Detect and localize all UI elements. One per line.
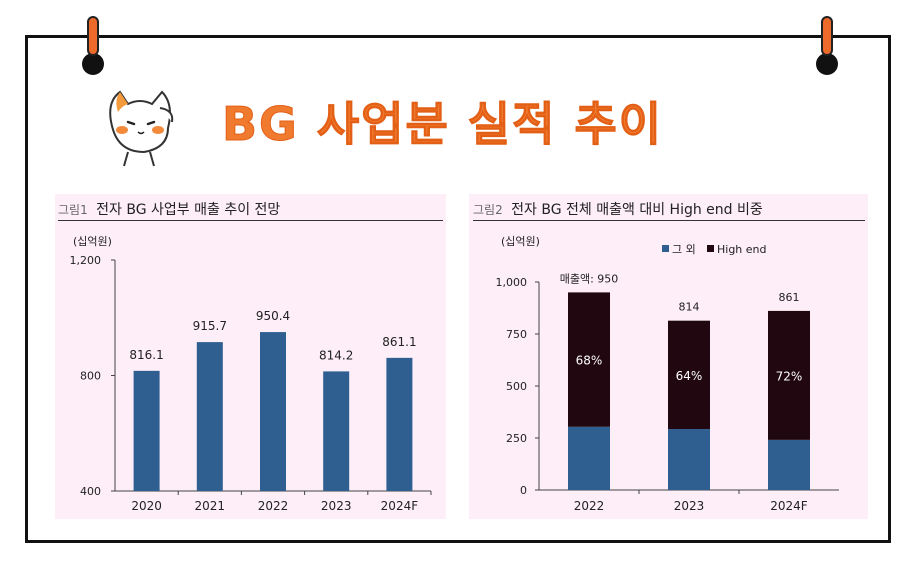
figure1-heading: 그림1 전자 BG 사업부 매출 추이 전망	[58, 199, 280, 219]
x-tick-label: 2024F	[770, 499, 808, 513]
figure2-title: 전자 BG 전체 매출액 대비 High end 비중	[511, 202, 763, 218]
figure1-rule	[58, 220, 443, 221]
legend-swatch	[707, 245, 714, 252]
y-tick-label: 750	[506, 328, 527, 341]
figure2-rule	[473, 220, 865, 221]
data-label: 814.2	[319, 348, 353, 362]
y-tick-label: 1,000	[496, 276, 528, 289]
data-label: 915.7	[193, 319, 227, 333]
right-pin-hole	[816, 53, 838, 75]
page-title: BG 사업분 실적 추이	[221, 97, 664, 152]
figure1-panel	[55, 194, 446, 519]
y-tick-label: 500	[506, 380, 527, 393]
bar	[260, 332, 286, 491]
x-tick-label: 2022	[574, 499, 605, 513]
y-tick-label: 250	[506, 432, 527, 445]
x-tick-label: 2024F	[381, 499, 419, 513]
legend-swatch	[662, 245, 669, 252]
figure1-title: 전자 BG 사업부 매출 추이 전망	[96, 202, 281, 218]
bar-other	[568, 426, 610, 490]
data-label: 950.4	[256, 309, 290, 323]
x-tick-label: 2022	[258, 499, 289, 513]
left-pin-icon	[87, 16, 99, 56]
chart-high-end-share: (십억원) 그 외 High end 0 250 500 750 1,000 68% 매출액: 9…	[496, 235, 839, 513]
legend-label: 그 외	[672, 243, 696, 256]
x-tick-label: 2023	[674, 499, 705, 513]
y-tick-label: 400	[80, 485, 101, 498]
chart-revenue: (십억원) 400 800 1,200 816.1 2020 915.7 2021 950.4 2…	[70, 235, 432, 513]
bar-other	[768, 439, 810, 490]
cat-mascot-icon	[109, 90, 174, 167]
data-label: 816.1	[129, 348, 163, 362]
bar	[323, 371, 350, 491]
bar	[133, 370, 160, 491]
total-label: 814	[679, 301, 700, 314]
share-label: 68%	[576, 354, 603, 368]
y-tick-label: 1,200	[70, 254, 102, 267]
left-pin-hole	[82, 53, 104, 75]
y-axis-unit: (십억원)	[501, 235, 540, 248]
y-tick-label: 800	[80, 370, 101, 383]
total-label: 861	[779, 291, 800, 304]
share-label: 72%	[776, 369, 803, 383]
figure2-number: 그림2	[473, 203, 503, 217]
figure1-number: 그림1	[58, 203, 88, 217]
share-label: 64%	[676, 369, 703, 383]
legend-label: High end	[717, 243, 767, 256]
right-pin-icon	[821, 16, 833, 56]
bar	[386, 357, 413, 491]
x-tick-label: 2021	[195, 499, 226, 513]
bar-other	[668, 429, 710, 490]
bar-high-end	[768, 310, 810, 440]
data-label: 861.1	[382, 335, 416, 349]
bar	[196, 342, 223, 491]
bar-high-end	[668, 320, 710, 430]
x-tick-label: 2020	[131, 499, 162, 513]
y-tick-label: 0	[520, 484, 527, 497]
y-axis-unit: (십억원)	[73, 235, 112, 248]
x-tick-label: 2023	[321, 499, 352, 513]
total-label: 매출액: 950	[560, 272, 619, 285]
figure2-heading: 그림2 전자 BG 전체 매출액 대비 High end 비중	[473, 199, 763, 219]
bar-high-end	[568, 292, 610, 427]
